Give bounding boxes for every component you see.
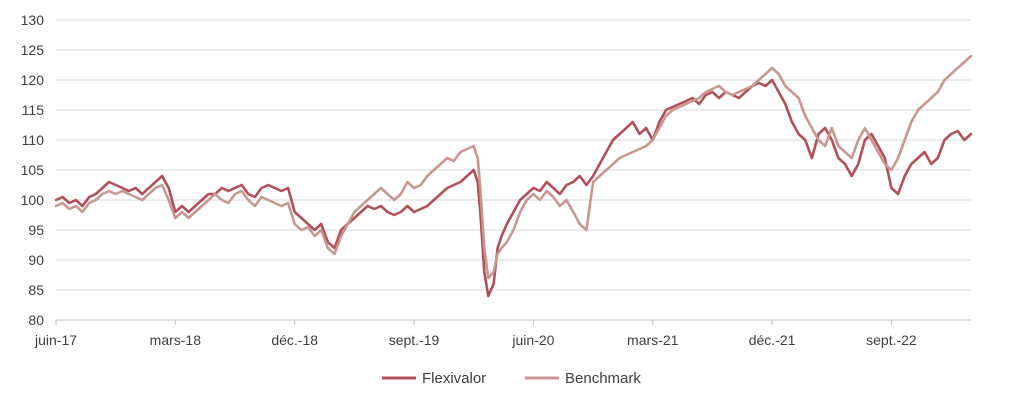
y-tick-label: 105	[21, 162, 45, 178]
y-tick-label: 85	[28, 282, 44, 298]
x-tick-labels: juin-17 mars-18 déc.-18 sept.-19 juin-20 mars…	[34, 332, 917, 348]
x-tick-label: juin-17	[34, 332, 77, 348]
x-tick-label: juin-20	[511, 332, 554, 348]
y-tick-label: 125	[21, 42, 45, 58]
grid-lines	[56, 19, 971, 291]
x-tick-label: sept.-19	[389, 332, 440, 348]
y-tick-label: 80	[28, 312, 44, 328]
x-tick-label: mars-21	[627, 332, 679, 348]
y-tick-label: 130	[21, 12, 45, 28]
x-tick-label: mars-18	[150, 332, 202, 348]
y-tick-label: 100	[21, 192, 45, 208]
y-tick-label: 115	[22, 102, 45, 118]
x-tick-label: déc.-21	[749, 332, 796, 348]
legend-label-flexivalor: Flexivalor	[422, 370, 486, 387]
axes	[55, 319, 971, 325]
series-line-flexivalor	[54, 78, 973, 298]
series-lines	[54, 54, 973, 298]
series-line-benchmark	[54, 54, 973, 280]
y-tick-label: 120	[21, 72, 45, 88]
y-tick-labels: 80 85 90 95 100 105 110 115 120 125 130	[21, 12, 45, 328]
x-tick-label: sept.-22	[866, 332, 917, 348]
legend-label-benchmark: Benchmark	[565, 370, 641, 387]
y-tick-label: 90	[28, 252, 44, 268]
x-tick-label: déc.-18	[271, 332, 318, 348]
y-tick-label: 110	[22, 132, 45, 148]
legend: Flexivalor Benchmark	[382, 370, 641, 387]
y-tick-label: 95	[28, 222, 44, 238]
